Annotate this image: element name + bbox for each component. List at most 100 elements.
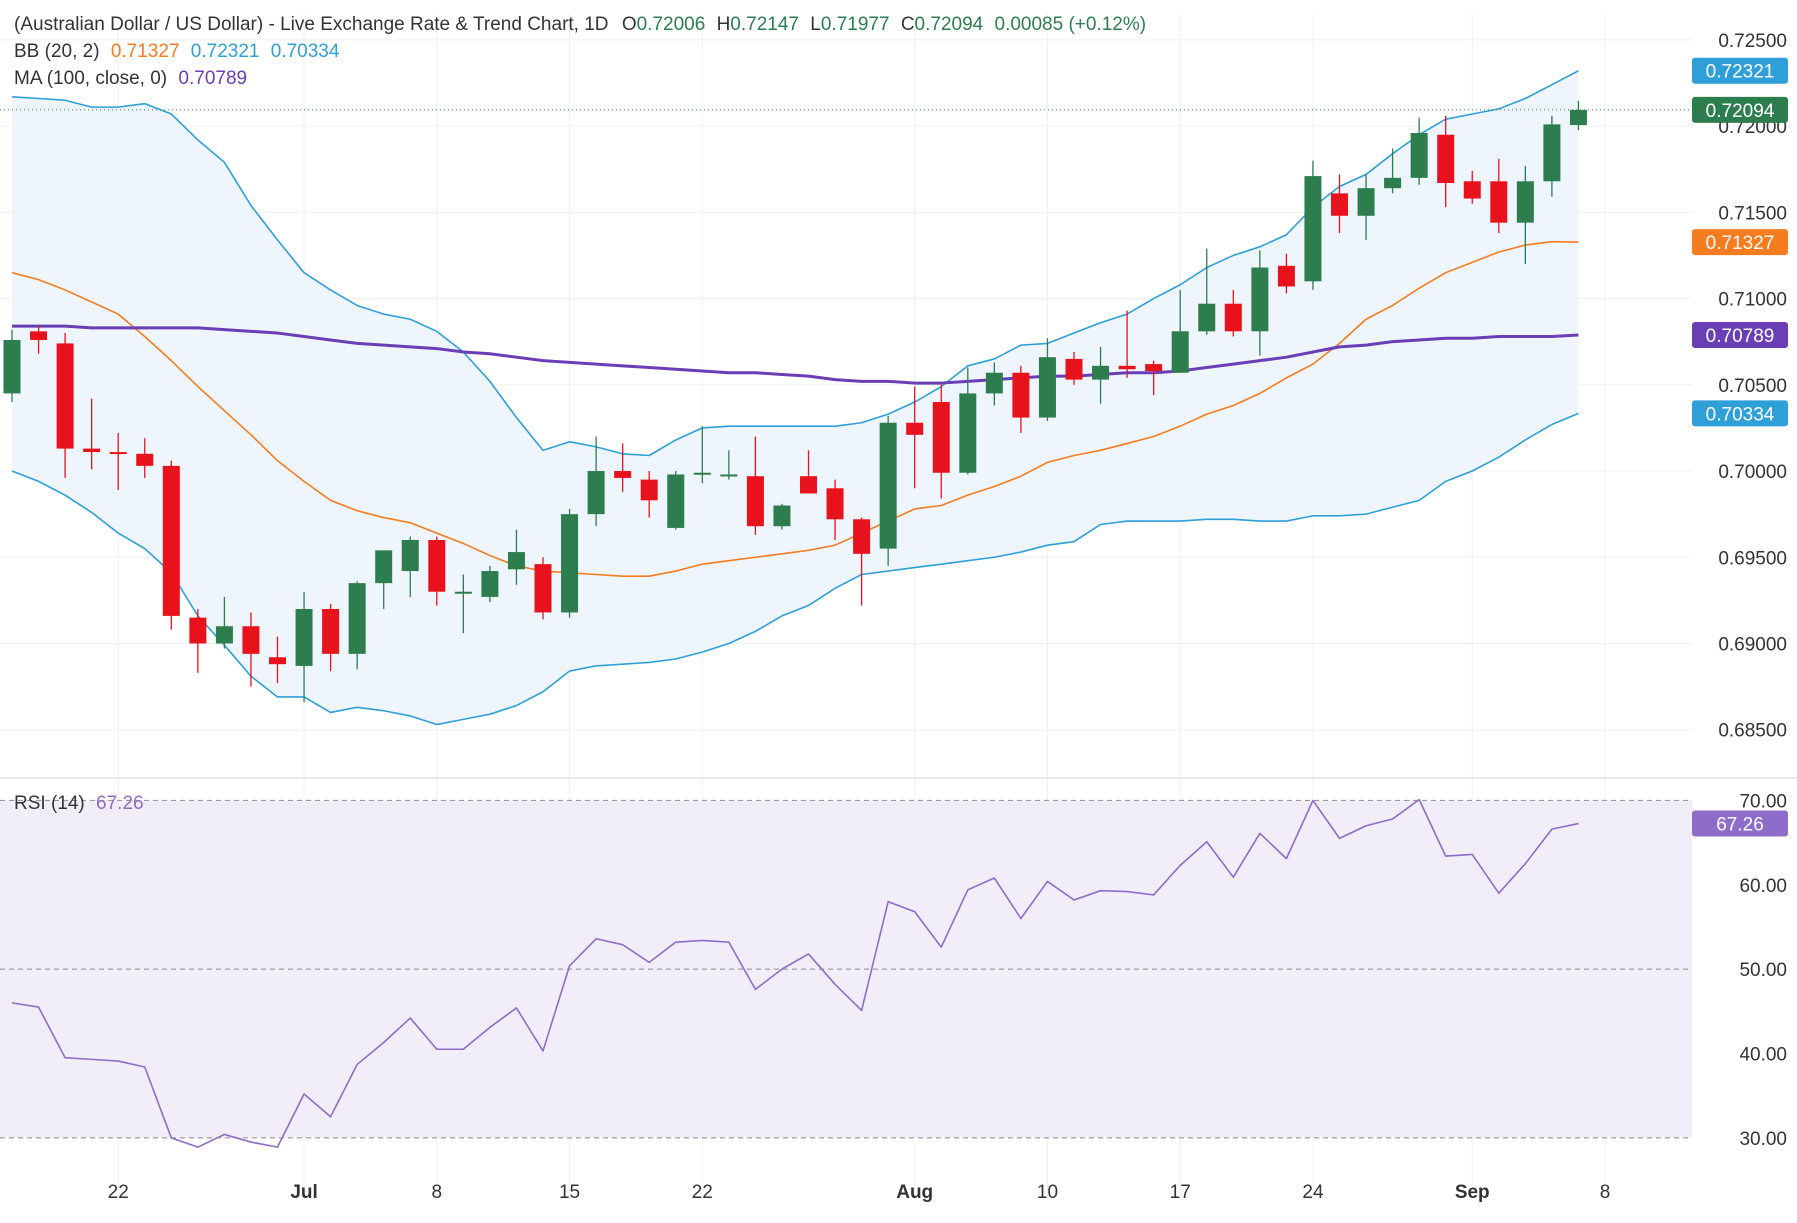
high-value: 0.72147	[730, 14, 799, 35]
candle	[375, 550, 393, 609]
close-value: 0.72094	[914, 14, 984, 35]
price-tick-label: 0.70500	[1718, 376, 1787, 397]
bb-middle-badge-text: 0.71327	[1706, 233, 1775, 254]
candle	[295, 591, 313, 703]
rsi-legend[interactable]: RSI (14) 67.26	[14, 793, 150, 815]
candle-body	[587, 471, 605, 515]
candle	[1516, 165, 1534, 265]
candle-body	[1277, 265, 1295, 287]
candle-body	[640, 479, 658, 501]
candle	[534, 557, 552, 620]
candle	[693, 426, 711, 484]
candle	[1490, 158, 1508, 234]
candle	[853, 517, 871, 606]
price-tick-label: 0.71000	[1718, 290, 1787, 311]
rsi-line	[11, 798, 1579, 1148]
candle-body	[932, 402, 950, 473]
chart-title: (Australian Dollar / US Dollar) - Live E…	[14, 14, 609, 35]
time-tick-label: 8	[1600, 1182, 1611, 1203]
candle-body	[1490, 181, 1508, 223]
rsi-value: 67.26	[96, 793, 144, 814]
candle-body	[375, 550, 393, 584]
candle	[1251, 250, 1269, 356]
candle-body	[1569, 109, 1587, 126]
candle	[1569, 100, 1587, 131]
candle	[401, 536, 419, 597]
candle	[1304, 160, 1322, 290]
candle-body	[1198, 303, 1216, 332]
time-tick-label: 8	[432, 1182, 443, 1203]
candle	[30, 326, 48, 354]
candle-body	[1118, 365, 1136, 370]
time-tick-label: 15	[559, 1182, 580, 1203]
candle-body	[162, 465, 180, 616]
candle-body	[534, 564, 552, 613]
price-axis: 0.725000.720000.715000.710000.705000.700…	[1718, 31, 1787, 1150]
candle-body	[1092, 365, 1110, 380]
candle	[879, 415, 897, 566]
rsi-tick-label: 40.00	[1739, 1044, 1787, 1065]
price-tick-label: 0.70000	[1718, 462, 1787, 483]
candle	[189, 608, 207, 673]
candle	[906, 386, 924, 489]
candle-body	[322, 608, 340, 654]
bb-upper-badge-text: 0.72321	[1706, 62, 1775, 83]
candle	[507, 529, 525, 585]
candle-body	[826, 488, 844, 520]
candle-body	[401, 540, 419, 572]
candle	[56, 333, 74, 478]
candle	[83, 398, 101, 470]
ma-label: MA (100, close, 0)	[14, 68, 168, 89]
ma-badge-text: 0.70789	[1706, 326, 1775, 347]
rsi-badge	[1692, 810, 1788, 837]
change-value: 0.00085 (+0.12%)	[994, 14, 1147, 35]
candle-body	[56, 343, 74, 449]
candle-body	[1251, 267, 1269, 332]
price-tick-label: 0.69500	[1718, 548, 1787, 569]
high-label: H	[716, 14, 731, 35]
candle-body	[614, 471, 632, 478]
candle	[428, 536, 446, 606]
bb-legend[interactable]: BB (20, 2) 0.71327 0.72321 0.70334	[14, 41, 345, 63]
bb-middle-line	[11, 240, 1579, 578]
candle	[242, 612, 260, 687]
candle	[1384, 148, 1402, 194]
time-tick-label: Jul	[290, 1182, 317, 1203]
candle	[614, 443, 632, 492]
bb-label: BB (20, 2)	[14, 41, 100, 62]
ma-legend[interactable]: MA (100, close, 0) 0.70789	[14, 68, 253, 90]
candle-body	[1384, 177, 1402, 189]
rsi-badge-text: 67.26	[1716, 815, 1764, 836]
candle	[136, 438, 154, 478]
candle	[481, 565, 499, 603]
candle-body	[454, 591, 472, 594]
close-label: C	[900, 14, 915, 35]
price-tick-label: 0.68500	[1718, 721, 1787, 742]
candle-body	[959, 393, 977, 473]
candle-body	[561, 514, 579, 613]
candle-body	[1410, 132, 1428, 178]
value-badges: 0.72321 0.72094 0.71327 0.70789 0.70334 67.26	[1692, 57, 1788, 837]
bb-upper-value: 0.72321	[190, 41, 260, 62]
candle	[640, 471, 658, 518]
ma-line	[12, 324, 1579, 385]
candle	[985, 362, 1003, 406]
candle-body	[853, 519, 871, 554]
candle	[932, 384, 950, 499]
candle	[1012, 365, 1030, 434]
candle	[109, 433, 127, 490]
candle	[1277, 253, 1295, 294]
candle-body	[1437, 134, 1455, 184]
low-value: 0.71977	[820, 14, 890, 35]
candle-body	[3, 339, 21, 394]
candle-body	[1331, 193, 1348, 216]
candle-body	[800, 476, 817, 494]
candle-body	[481, 571, 499, 597]
candle-body	[83, 448, 101, 453]
candle	[1145, 360, 1163, 396]
bb-lower-value: 0.70334	[270, 41, 340, 62]
candle-body	[30, 331, 48, 340]
candle-body	[879, 422, 897, 549]
candle	[162, 460, 180, 630]
